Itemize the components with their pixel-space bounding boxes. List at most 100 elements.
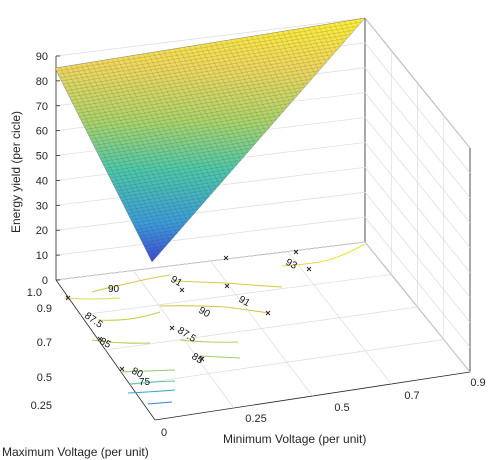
mesh-line [90,62,178,234]
contour-label: 85 [189,351,205,366]
mesh-line [251,36,288,108]
mesh-line [70,65,163,250]
mesh-line [114,168,234,188]
mesh-line [333,22,344,43]
mesh-line [142,53,213,193]
mesh-line [214,42,263,137]
y-tick-label: 0.7 [37,337,52,349]
mesh-line [96,123,273,153]
contour-line [119,369,176,373]
x-tick-label: 0.9 [470,377,485,389]
mesh-line [77,74,316,114]
mesh-line [204,43,256,145]
mesh-line [292,29,316,76]
mesh-line [230,39,273,124]
mesh-line [118,176,227,195]
contour-line [127,389,176,394]
mesh-line [100,131,266,159]
mesh-line [79,78,312,117]
mesh-line [276,32,305,88]
mesh-line [173,48,234,169]
mesh-line [88,103,291,137]
z-gridline [55,191,366,231]
mesh-line [66,46,341,91]
marker-x [97,336,103,342]
mesh-line [106,59,188,222]
mesh-line [105,143,255,169]
mesh-line [158,51,224,181]
contour-label: 90 [108,284,120,295]
z-gridline [55,216,366,256]
z-tick-label: 90 [36,51,48,63]
mesh-line [318,25,334,55]
mesh-line [82,86,305,124]
floor-gridline [210,260,313,397]
mesh-line [235,38,277,120]
mesh-line [109,156,245,179]
mesh-line [266,33,298,96]
z-tick-label: 70 [36,101,48,113]
mesh-line [124,192,213,208]
x-tick-label: 0 [161,427,167,439]
z-axis-ticks: 0 10 20 30 40 50 60 70 80 90 [36,51,60,287]
y-tick-label: 0.9 [37,303,52,315]
mesh-line [59,29,355,78]
mesh-line [116,172,231,192]
mesh-line [137,225,184,234]
mesh-line [74,66,323,108]
floor-gridline [287,251,392,385]
mesh-line [147,249,163,253]
mesh-line [101,60,185,226]
mesh-line [129,204,202,217]
contour-line [199,355,241,359]
mesh-line [302,27,323,67]
mesh-line [189,46,245,157]
mesh-line [313,26,330,59]
mesh-line [194,45,249,153]
contour-lines [63,243,366,405]
mesh-line [75,70,319,111]
mesh-line [72,62,326,104]
contour-label: 90 [197,305,213,320]
mesh-line [220,41,266,132]
mesh-line [139,229,181,237]
mesh-line [134,217,192,227]
mesh-line [80,82,309,120]
mesh-line [145,245,167,250]
mesh-line [143,241,170,247]
y-tick-label: 0.25 [31,400,52,412]
contour-label: 87.5 [175,325,198,345]
marker-x [119,366,125,372]
contour-label: 80 [130,366,145,381]
contour-line [91,274,171,293]
mesh-line [101,135,263,163]
surface [54,17,366,263]
mesh-line [80,63,170,242]
contour-line [319,243,366,263]
mesh-line [98,127,270,156]
x-tick-label: 0.5 [334,402,349,414]
mesh-line [75,64,167,246]
z-tick-label: 80 [36,76,48,88]
contour-line [147,401,173,405]
mesh-line [307,27,327,63]
contour-label: 75 [139,377,151,388]
mesh-line [152,52,220,185]
mesh-line [87,99,295,133]
mesh-line [323,24,337,51]
mesh-line [126,196,209,211]
contour-label: 87.5 [82,310,105,330]
mesh-line [338,22,348,39]
mesh-line [142,237,174,243]
mesh-line [65,66,160,254]
mesh-line [61,34,351,82]
mesh-line [147,52,217,189]
mesh-line [240,37,281,116]
mesh-line [344,21,352,35]
x-tick-label: 0.25 [245,413,266,425]
marker-x [224,283,230,289]
mesh-line [122,188,216,205]
contour-markers [65,249,312,372]
contour-line [173,280,283,288]
